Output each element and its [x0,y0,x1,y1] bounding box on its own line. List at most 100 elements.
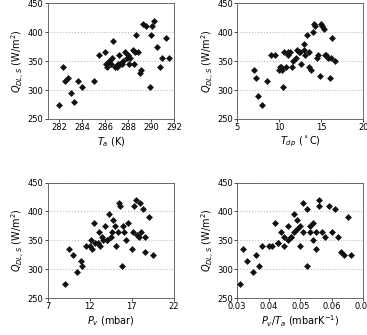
Point [104,238,110,243]
Point [338,249,344,255]
Point [298,61,304,67]
Point [110,217,116,223]
Point [297,244,303,249]
Point [297,223,303,228]
Point [135,50,141,55]
Point [109,56,115,61]
Point [313,246,319,252]
Point [140,206,146,211]
Point [237,281,243,286]
Point [275,241,281,246]
Point [285,238,291,243]
Point [307,223,313,228]
Point [327,76,333,81]
X-axis label: $P_v$ (mbar): $P_v$ (mbar) [87,314,135,328]
Point [252,76,258,81]
Point [266,244,272,249]
Point [294,217,300,223]
Point [312,24,318,29]
Point [240,246,246,252]
Point [166,56,172,61]
Point [60,64,66,70]
Point [319,24,325,29]
Point [140,21,146,26]
Point [121,229,127,234]
Point [281,50,287,55]
Point [131,61,137,67]
Point [294,226,300,231]
Point [143,24,149,29]
Point [103,61,109,67]
Point [283,64,289,70]
Point [259,102,265,107]
Point [137,70,142,75]
Point [92,241,98,246]
Point [317,73,323,78]
Point [127,56,133,61]
Point [90,246,95,252]
Point [91,79,97,84]
Point [310,29,316,35]
Point [251,67,257,72]
Point [91,220,97,226]
Point [132,50,138,55]
Point [293,56,299,61]
Point [79,264,85,269]
Point [142,235,148,240]
Point [96,229,102,234]
Point [112,223,118,228]
Point [290,59,295,64]
Point [148,32,154,38]
Point [285,53,291,58]
Point [149,24,155,29]
Y-axis label: $Q_{DL,S}$ (W/m$^2$): $Q_{DL,S}$ (W/m$^2$) [10,208,26,272]
Point [275,241,281,246]
Point [97,244,103,249]
Point [323,235,328,240]
Point [310,220,316,226]
Point [62,79,68,84]
Point [276,67,282,72]
Point [291,229,297,234]
Point [130,229,136,234]
Point [163,36,169,41]
Point [147,84,153,90]
Point [301,41,306,47]
Point [106,212,112,217]
Point [306,50,312,55]
Point [105,238,110,243]
Point [115,61,121,67]
Point [122,50,128,55]
Point [120,223,126,228]
Point [83,244,88,249]
Point [308,67,314,72]
Point [115,229,120,234]
Point [302,53,308,58]
Point [291,212,297,217]
Point [250,269,256,275]
Point [124,56,130,61]
Point [281,244,287,249]
Point [105,64,110,70]
Point [272,53,278,58]
Point [313,229,319,234]
Point [160,56,166,61]
Point [74,269,80,275]
Point [134,232,140,237]
Point [326,203,331,208]
Point [87,244,93,249]
X-axis label: $P_v/T_a$ (mbarK$^{-1}$): $P_v/T_a$ (mbarK$^{-1}$) [261,314,339,330]
Point [109,229,115,234]
Point [314,56,320,61]
Point [71,99,77,104]
Point [316,197,322,203]
Point [110,38,116,44]
Point [269,244,275,249]
Point [97,53,102,58]
Point [287,50,293,55]
Point [321,27,327,32]
Point [137,200,143,205]
Point [319,229,325,234]
Point [316,203,322,208]
Point [279,67,285,72]
